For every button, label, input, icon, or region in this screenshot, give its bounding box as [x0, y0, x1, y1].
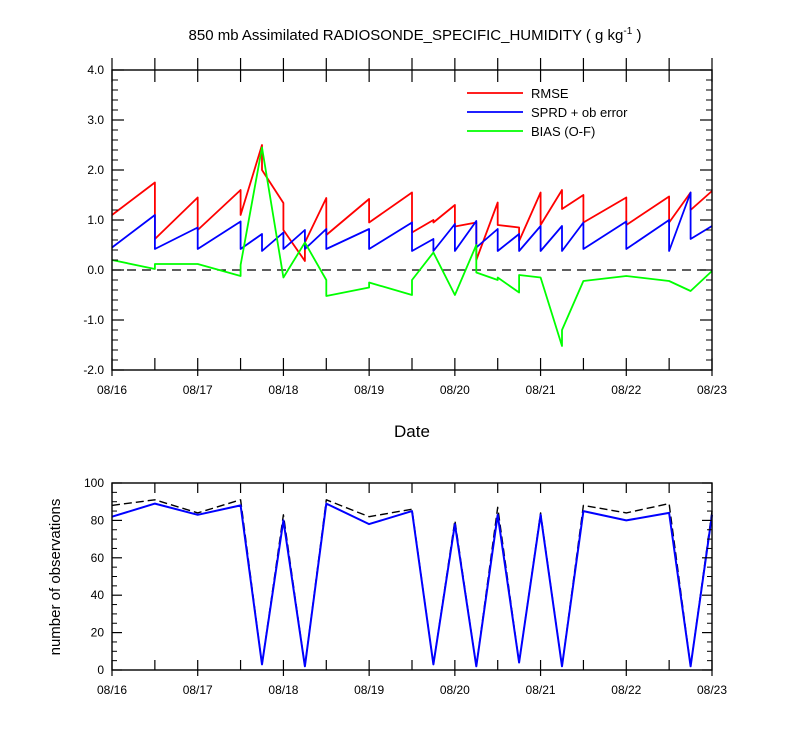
x-tick-label: 08/23	[697, 383, 727, 397]
y-axis-title: number of observations	[47, 499, 64, 656]
x-tick-label: 08/16	[97, 683, 127, 697]
x-tick-label: 08/21	[526, 683, 556, 697]
panel-humidity-frame	[111, 69, 713, 371]
y-tick-label: 20	[91, 626, 105, 640]
y-tick-label: 1.0	[87, 213, 104, 227]
x-tick-label: 08/18	[268, 683, 298, 697]
x-tick-label: 08/21	[526, 383, 556, 397]
x-tick-label: 08/18	[268, 383, 298, 397]
y-tick-label: 80	[91, 513, 105, 527]
y-tick-label: 60	[91, 551, 105, 565]
x-tick-label: 08/17	[183, 683, 213, 697]
x-tick-label: 08/16	[97, 383, 127, 397]
y-tick-label: 0.0	[87, 263, 104, 277]
x-axis-title: Date	[394, 422, 430, 441]
y-tick-label: -2.0	[83, 363, 104, 377]
series-sprd-ob-error	[111, 191, 713, 252]
x-tick-label: 08/19	[354, 383, 384, 397]
panel-observations-frame	[111, 482, 713, 671]
x-tick-label: 08/17	[183, 383, 213, 397]
x-tick-label: 08/23	[697, 683, 727, 697]
series-rmse	[111, 144, 713, 262]
x-tick-label: 08/20	[440, 683, 470, 697]
legend-label: SPRD + ob error	[531, 105, 628, 120]
series-bias-o-f	[111, 146, 713, 347]
y-tick-label: 4.0	[87, 63, 104, 77]
x-tick-label: 08/22	[611, 383, 641, 397]
y-tick-label: 0	[97, 663, 104, 677]
x-tick-label: 08/22	[611, 683, 641, 697]
chart-title: 850 mb Assimilated RADIOSONDE_SPECIFIC_H…	[189, 26, 642, 44]
y-tick-label: 100	[84, 476, 104, 490]
y-tick-label: 2.0	[87, 163, 104, 177]
y-tick-label: 40	[91, 588, 105, 602]
legend: RMSE SPRD + ob error BIAS (O-F)	[467, 86, 628, 139]
legend-label: BIAS (O-F)	[531, 124, 595, 139]
x-tick-label: 08/19	[354, 683, 384, 697]
series-assimilated-observations	[111, 502, 713, 668]
series-possible-observations	[111, 499, 713, 667]
x-tick-label: 08/20	[440, 383, 470, 397]
panel-humidity: -2.0 -1.0 0.0 1.0 2.0 3.0 4.0 08/16 08/17 08/18 08…	[83, 58, 727, 441]
panel-observations: 0 20 40 60 80 100 08/16 08/17 08/18 08/19 08/20 08/…	[47, 476, 727, 697]
y-tick-label: 3.0	[87, 113, 104, 127]
legend-label: RMSE	[531, 86, 569, 101]
y-tick-label: -1.0	[83, 313, 104, 327]
